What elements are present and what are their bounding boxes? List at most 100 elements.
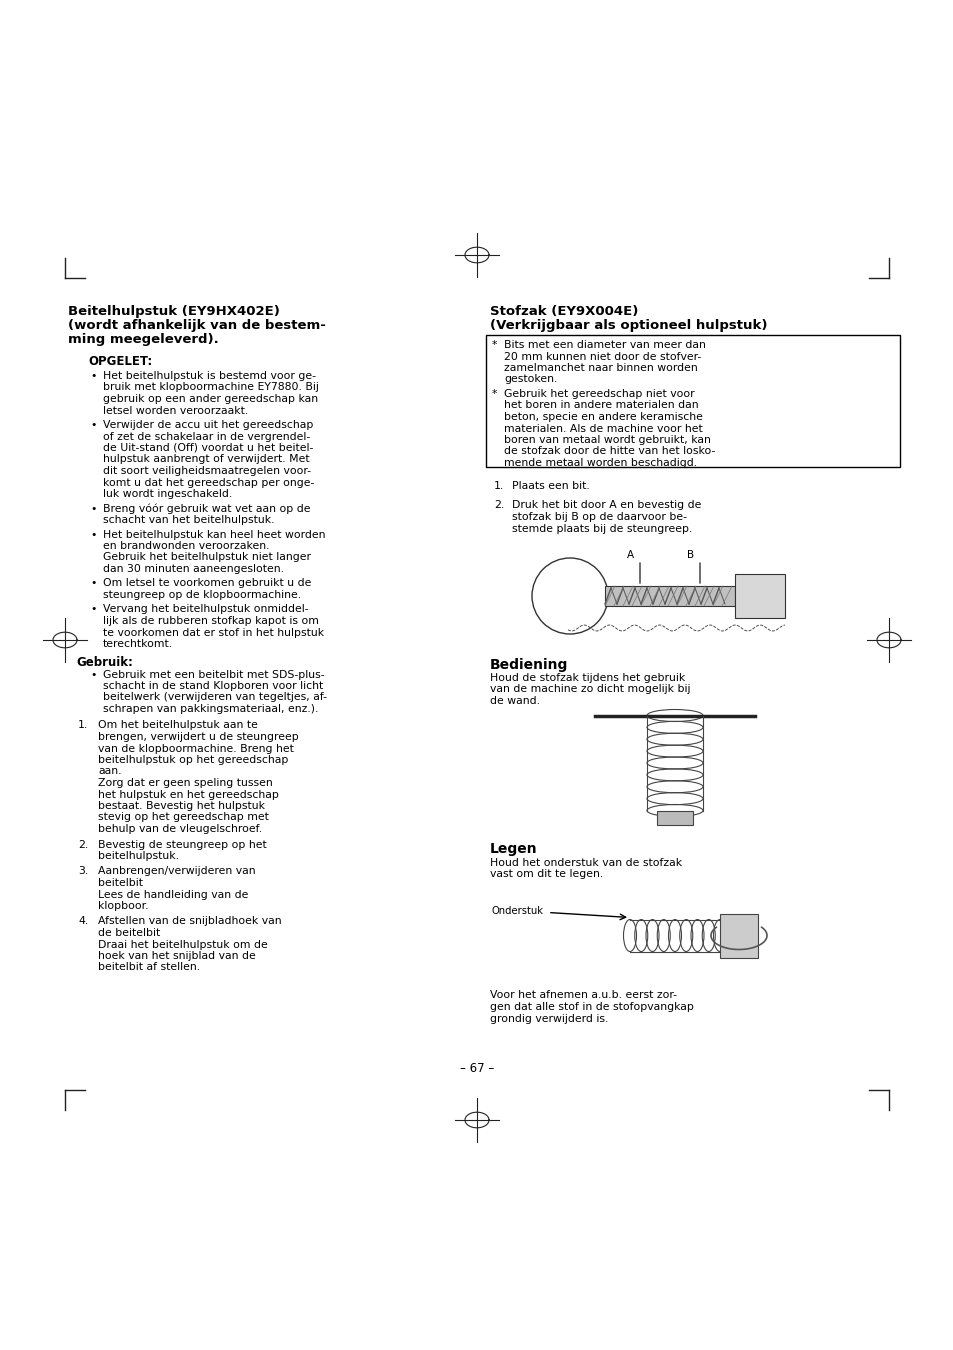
Text: luk wordt ingeschakeld.: luk wordt ingeschakeld. xyxy=(103,489,232,500)
Text: hoek van het snijblad van de: hoek van het snijblad van de xyxy=(98,950,255,961)
Text: 20 mm kunnen niet door de stofver-: 20 mm kunnen niet door de stofver- xyxy=(503,351,700,362)
Text: OPGELET:: OPGELET: xyxy=(88,355,152,369)
Text: komt u dat het gereedschap per onge-: komt u dat het gereedschap per onge- xyxy=(103,478,314,487)
Text: Gebruik met een beitelbit met SDS-plus-: Gebruik met een beitelbit met SDS-plus- xyxy=(103,670,324,679)
Text: *: * xyxy=(492,340,497,350)
Text: Bits met een diameter van meer dan: Bits met een diameter van meer dan xyxy=(503,340,705,350)
Text: het boren in andere materialen dan: het boren in andere materialen dan xyxy=(503,401,698,410)
Text: beitelbit af stellen.: beitelbit af stellen. xyxy=(98,963,200,972)
Text: Om letsel te voorkomen gebruikt u de: Om letsel te voorkomen gebruikt u de xyxy=(103,579,311,589)
Text: beitelwerk (verwijderen van tegeltjes, af-: beitelwerk (verwijderen van tegeltjes, a… xyxy=(103,693,327,702)
Text: Afstellen van de snijbladhoek van: Afstellen van de snijbladhoek van xyxy=(98,917,281,926)
Text: 2.: 2. xyxy=(78,840,89,849)
Text: (Verkrijgbaar als optioneel hulpstuk): (Verkrijgbaar als optioneel hulpstuk) xyxy=(490,319,767,332)
Text: dit soort veiligheidsmaatregelen voor-: dit soort veiligheidsmaatregelen voor- xyxy=(103,466,311,477)
Text: 4.: 4. xyxy=(78,917,89,926)
Bar xyxy=(485,335,899,467)
Text: van de klopboormachine. Breng het: van de klopboormachine. Breng het xyxy=(98,744,294,753)
Bar xyxy=(734,574,784,618)
Text: Stofzak (EY9X004E): Stofzak (EY9X004E) xyxy=(490,305,638,319)
Text: de beitelbit: de beitelbit xyxy=(98,927,160,938)
Text: •: • xyxy=(90,670,96,679)
Text: Plaats een bit.: Plaats een bit. xyxy=(512,481,589,491)
Text: Draai het beitelhulpstuk om de: Draai het beitelhulpstuk om de xyxy=(98,940,268,949)
Text: mende metaal worden beschadigd.: mende metaal worden beschadigd. xyxy=(503,458,697,468)
Text: •: • xyxy=(90,605,96,614)
Text: hulpstuk aanbrengt of verwijdert. Met: hulpstuk aanbrengt of verwijdert. Met xyxy=(103,455,310,464)
Text: beton, specie en andere keramische: beton, specie en andere keramische xyxy=(503,412,702,423)
Text: gen dat alle stof in de stofopvangkap: gen dat alle stof in de stofopvangkap xyxy=(490,1002,693,1012)
Text: Om het beitelhulpstuk aan te: Om het beitelhulpstuk aan te xyxy=(98,721,257,730)
Text: Breng vóór gebruik wat vet aan op de: Breng vóór gebruik wat vet aan op de xyxy=(103,504,310,514)
Text: grondig verwijderd is.: grondig verwijderd is. xyxy=(490,1014,608,1023)
Text: beitelhulpstuk.: beitelhulpstuk. xyxy=(98,850,179,861)
Text: schacht van het beitelhulpstuk.: schacht van het beitelhulpstuk. xyxy=(103,514,274,525)
Text: A: A xyxy=(626,549,634,560)
Text: aan.: aan. xyxy=(98,767,121,776)
Text: klopboor.: klopboor. xyxy=(98,900,149,911)
Text: Lees de handleiding van de: Lees de handleiding van de xyxy=(98,890,248,899)
Text: 1.: 1. xyxy=(78,721,89,730)
Text: gestoken.: gestoken. xyxy=(503,374,557,385)
Text: Legen: Legen xyxy=(490,842,537,856)
Text: B: B xyxy=(686,549,694,560)
Text: – 67 –: – 67 – xyxy=(459,1062,494,1075)
Text: schrapen van pakkingsmateriaal, enz.).: schrapen van pakkingsmateriaal, enz.). xyxy=(103,703,318,714)
Text: Gebruik het gereedschap niet voor: Gebruik het gereedschap niet voor xyxy=(503,389,694,400)
Text: zamelmanchet naar binnen worden: zamelmanchet naar binnen worden xyxy=(503,363,697,373)
Text: schacht in de stand Klopboren voor licht: schacht in de stand Klopboren voor licht xyxy=(103,680,323,691)
Text: gebruik op een ander gereedschap kan: gebruik op een ander gereedschap kan xyxy=(103,394,317,404)
Text: Onderstuk: Onderstuk xyxy=(492,906,543,915)
Text: letsel worden veroorzaakt.: letsel worden veroorzaakt. xyxy=(103,405,248,416)
Text: Verwijder de accu uit het gereedschap: Verwijder de accu uit het gereedschap xyxy=(103,420,313,431)
Text: of zet de schakelaar in de vergrendel-: of zet de schakelaar in de vergrendel- xyxy=(103,432,310,441)
Text: •: • xyxy=(90,504,96,513)
Text: brengen, verwijdert u de steungreep: brengen, verwijdert u de steungreep xyxy=(98,732,298,742)
Text: Gebruik het beitelhulpstuk niet langer: Gebruik het beitelhulpstuk niet langer xyxy=(103,552,311,563)
Text: *: * xyxy=(492,389,497,400)
Text: bestaat. Bevestig het hulpstuk: bestaat. Bevestig het hulpstuk xyxy=(98,801,265,811)
Text: Druk het bit door A en bevestig de: Druk het bit door A en bevestig de xyxy=(512,501,700,510)
Text: (wordt afhankelijk van de bestem-: (wordt afhankelijk van de bestem- xyxy=(68,319,326,332)
Bar xyxy=(657,810,692,825)
Text: Het beitelhulpstuk kan heel heet worden: Het beitelhulpstuk kan heel heet worden xyxy=(103,529,325,540)
Text: stofzak bij B op de daarvoor be-: stofzak bij B op de daarvoor be- xyxy=(512,512,686,522)
Text: vast om dit te legen.: vast om dit te legen. xyxy=(490,869,602,879)
Text: van de machine zo dicht mogelijk bij: van de machine zo dicht mogelijk bij xyxy=(490,684,690,694)
Text: Het beitelhulpstuk is bestemd voor ge-: Het beitelhulpstuk is bestemd voor ge- xyxy=(103,371,315,381)
Text: materialen. Als de machine voor het: materialen. Als de machine voor het xyxy=(503,424,702,433)
Text: het hulpstuk en het gereedschap: het hulpstuk en het gereedschap xyxy=(98,790,278,799)
Text: •: • xyxy=(90,371,96,381)
Text: Houd het onderstuk van de stofzak: Houd het onderstuk van de stofzak xyxy=(490,857,681,868)
Text: Aanbrengen/verwijderen van: Aanbrengen/verwijderen van xyxy=(98,867,255,876)
Text: de wand.: de wand. xyxy=(490,697,539,706)
Text: Bevestig de steungreep op het: Bevestig de steungreep op het xyxy=(98,840,267,849)
Text: Vervang het beitelhulpstuk onmiddel-: Vervang het beitelhulpstuk onmiddel- xyxy=(103,605,309,614)
Text: beitelhulpstuk op het gereedschap: beitelhulpstuk op het gereedschap xyxy=(98,755,288,765)
Bar xyxy=(604,586,734,606)
Text: stemde plaats bij de steungreep.: stemde plaats bij de steungreep. xyxy=(512,524,692,533)
Text: •: • xyxy=(90,579,96,589)
Text: terechtkomt.: terechtkomt. xyxy=(103,639,172,649)
Text: Beitelhulpstuk (EY9HX402E): Beitelhulpstuk (EY9HX402E) xyxy=(68,305,279,319)
Text: en brandwonden veroorzaken.: en brandwonden veroorzaken. xyxy=(103,541,269,551)
Text: Bediening: Bediening xyxy=(490,657,568,672)
Text: Houd de stofzak tijdens het gebruik: Houd de stofzak tijdens het gebruik xyxy=(490,674,684,683)
Text: •: • xyxy=(90,420,96,431)
Text: behulp van de vleugelschroef.: behulp van de vleugelschroef. xyxy=(98,824,262,834)
Text: dan 30 minuten aaneengesloten.: dan 30 minuten aaneengesloten. xyxy=(103,564,284,574)
Text: Gebruik:: Gebruik: xyxy=(76,656,132,668)
Text: te voorkomen dat er stof in het hulpstuk: te voorkomen dat er stof in het hulpstuk xyxy=(103,628,324,637)
Bar xyxy=(720,914,758,957)
Text: 1.: 1. xyxy=(494,481,504,491)
Text: 2.: 2. xyxy=(494,501,504,510)
Text: beitelbit: beitelbit xyxy=(98,878,143,888)
Text: lijk als de rubberen stofkap kapot is om: lijk als de rubberen stofkap kapot is om xyxy=(103,616,318,626)
Text: steungreep op de klopboormachine.: steungreep op de klopboormachine. xyxy=(103,590,301,599)
Text: de Uit-stand (Off) voordat u het beitel-: de Uit-stand (Off) voordat u het beitel- xyxy=(103,443,313,454)
Text: Zorg dat er geen speling tussen: Zorg dat er geen speling tussen xyxy=(98,778,273,788)
Text: ming meegeleverd).: ming meegeleverd). xyxy=(68,333,218,346)
Text: 3.: 3. xyxy=(78,867,89,876)
Text: bruik met klopboormachine EY7880. Bij: bruik met klopboormachine EY7880. Bij xyxy=(103,382,318,393)
Text: de stofzak door de hitte van het losko-: de stofzak door de hitte van het losko- xyxy=(503,447,715,456)
